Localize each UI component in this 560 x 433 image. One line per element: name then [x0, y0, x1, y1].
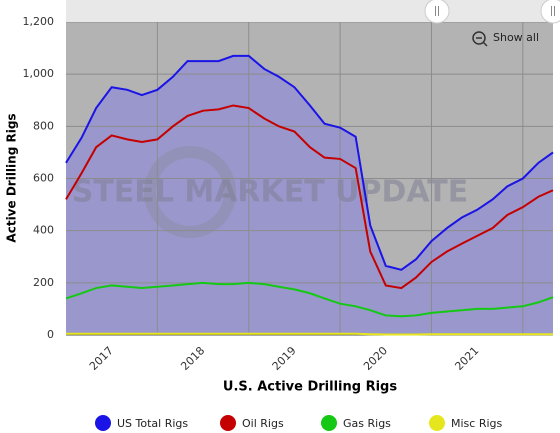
y-tick-label: 600 — [33, 172, 54, 185]
legend-label[interactable]: Gas Rigs — [343, 417, 391, 430]
legend-label[interactable]: US Total Rigs — [117, 417, 188, 430]
navigator-handle[interactable] — [540, 0, 560, 24]
legend-label[interactable]: Oil Rigs — [242, 417, 284, 430]
x-tick-label: 2019 — [270, 344, 299, 373]
show-all-button[interactable]: Show all — [493, 31, 539, 44]
legend-marker[interactable] — [321, 415, 337, 431]
x-tick-label: 2020 — [361, 344, 390, 373]
zoom-icon — [472, 31, 486, 45]
y-tick-label: 0 — [47, 328, 54, 341]
x-tick-label: 2021 — [452, 344, 481, 373]
line — [65, 54, 554, 271]
y-tick-label: 400 — [33, 224, 54, 237]
watermark: STEEL MARKET UPDATE — [72, 175, 469, 210]
navigator — [66, 0, 553, 22]
y-axis-label: Active Drilling Rigs — [5, 113, 19, 242]
line — [65, 104, 554, 290]
y-tick-label: 200 — [33, 276, 54, 289]
x-tick-label: 2018 — [178, 344, 207, 373]
y-tick-label: 1,200 — [23, 15, 55, 28]
legend-label[interactable]: Misc Rigs — [451, 417, 503, 430]
chart-title: U.S. Active Drilling Rigs — [223, 380, 397, 395]
legend-marker[interactable] — [95, 415, 111, 431]
navigator-handle[interactable] — [424, 0, 450, 24]
legend-marker[interactable] — [220, 415, 236, 431]
line — [65, 281, 554, 318]
x-tick-label: 2017 — [87, 344, 116, 373]
zoom-icon — [482, 41, 488, 47]
y-tick-label: 800 — [33, 119, 54, 132]
watermark-ring — [144, 146, 236, 238]
y-tick-label: 1,000 — [23, 67, 55, 80]
line — [66, 332, 553, 336]
legend-marker[interactable] — [429, 415, 445, 431]
